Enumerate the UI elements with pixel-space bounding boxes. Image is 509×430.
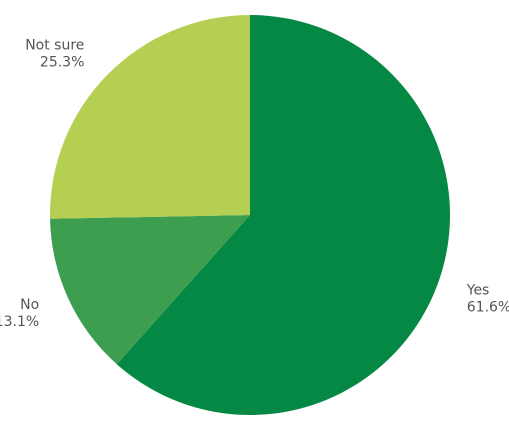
pie-label-not-sure: Not sure 25.3% xyxy=(25,38,84,71)
pie-label-value: 13.1% xyxy=(0,314,39,330)
pie-slice-no xyxy=(50,215,251,365)
pie-slice-not-sure xyxy=(50,15,250,219)
pie-slices xyxy=(50,15,451,415)
pie-label-name: No xyxy=(20,297,39,313)
pie-label-yes: Yes 61.6% xyxy=(466,283,509,316)
pie-slice-yes xyxy=(116,15,451,415)
pie-label-no: No13.1% xyxy=(0,297,39,330)
pie-label-name: Yes xyxy=(466,283,490,299)
pie-label-value: 61.6% xyxy=(467,300,509,316)
pie-label-value: 25.3% xyxy=(40,55,84,71)
pie-label-name: Not sure xyxy=(25,38,84,54)
